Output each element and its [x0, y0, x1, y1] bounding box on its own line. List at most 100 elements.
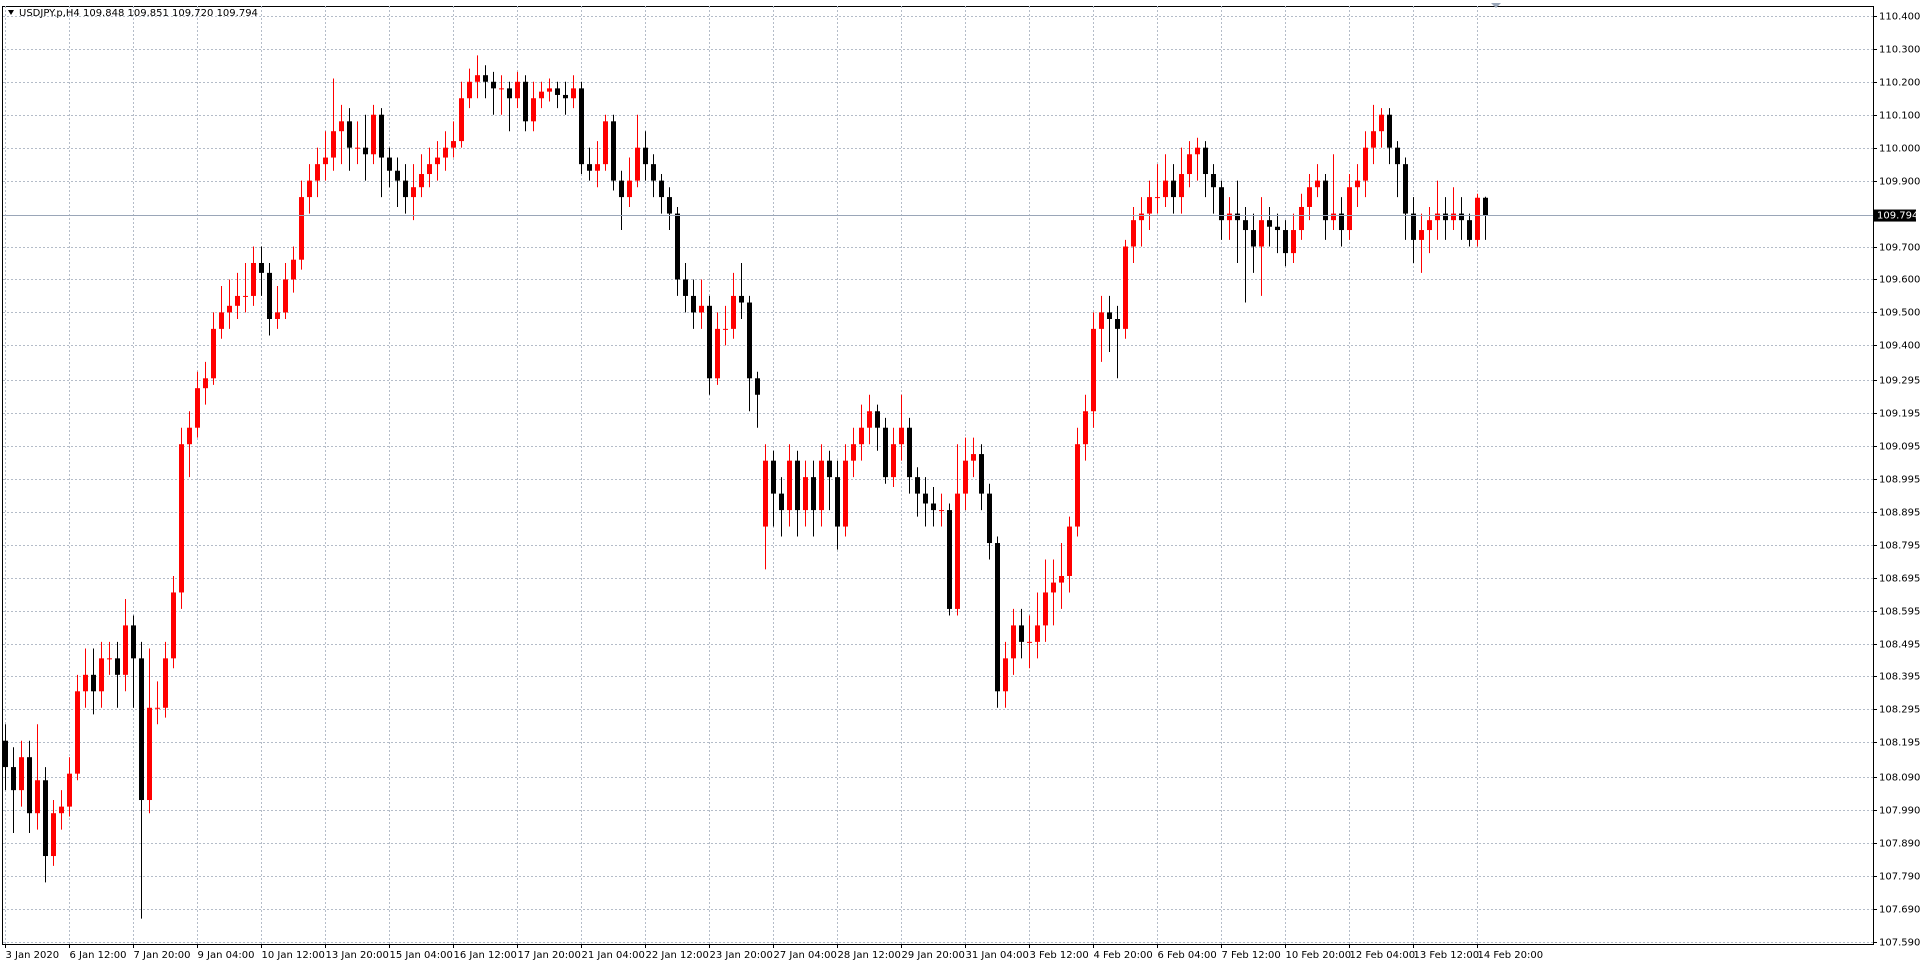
candle-body: [1451, 213, 1456, 221]
y-tick-label: 109.295: [1879, 376, 1920, 387]
candle-body: [531, 98, 536, 122]
candle-body: [931, 503, 936, 511]
candle-body: [203, 378, 208, 389]
candle-body: [1427, 220, 1432, 231]
candle-body: [963, 460, 968, 494]
candle-body: [187, 427, 192, 445]
candle-body: [291, 259, 296, 280]
candle-body: [1187, 154, 1192, 175]
y-tick-label: 108.595: [1879, 607, 1920, 618]
candle-body: [475, 75, 480, 82]
candle-body: [1211, 174, 1216, 188]
candle-body: [1259, 220, 1264, 247]
y-tick-label: 109.095: [1879, 442, 1920, 453]
candle-body: [643, 147, 648, 165]
y-tick-label: 110.400: [1879, 12, 1920, 23]
axes: 110.400 110.300 110.200 110.100 110.000 109.9…: [5, 12, 1920, 961]
y-tick-label: 109.900: [1879, 177, 1920, 188]
candle-body: [1299, 206, 1304, 231]
candle-body: [1347, 187, 1352, 231]
candle-body: [1323, 180, 1328, 221]
candle-body: [443, 147, 448, 158]
candle-body: [1459, 213, 1464, 221]
candle-body: [1467, 220, 1472, 240]
candle-body: [811, 477, 816, 511]
x-tick-label: 10 Feb 20:00: [1286, 950, 1352, 961]
candle-body: [1371, 131, 1376, 148]
x-tick-label: 6 Jan 12:00: [70, 950, 127, 961]
candle-body: [891, 444, 896, 478]
candle-body: [483, 75, 488, 82]
candle-body: [267, 272, 272, 319]
candle-body: [67, 773, 72, 807]
candle-body: [59, 806, 64, 814]
candle-body: [1179, 174, 1184, 198]
candles: [3, 55, 1873, 919]
candle-body: [427, 164, 432, 175]
candle-body: [1051, 582, 1056, 593]
y-tick-label: 108.795: [1879, 541, 1920, 552]
candle-body: [611, 121, 616, 181]
candle-body: [179, 444, 184, 593]
candle-body: [1075, 444, 1080, 527]
candle-body: [1379, 114, 1384, 132]
candle-body: [987, 493, 992, 544]
candle-body: [1027, 641, 1032, 643]
candle-body: [947, 510, 952, 609]
candle-body: [1099, 312, 1104, 329]
candle-body: [595, 164, 600, 171]
candle-body: [171, 592, 176, 659]
candle-body: [587, 164, 592, 171]
candle-body: [323, 157, 328, 165]
candle-body: [915, 477, 920, 494]
x-tick-label: 6 Feb 04:00: [1158, 950, 1217, 961]
price-label-box: [1874, 209, 1916, 222]
candle-body: [355, 147, 360, 149]
candle-body: [1411, 213, 1416, 240]
candle-body: [819, 460, 824, 511]
candle-body: [1339, 213, 1344, 231]
y-tick-label: 108.090: [1879, 773, 1920, 784]
candle-body: [707, 305, 712, 379]
candle-body: [1355, 180, 1360, 188]
candle-body: [195, 388, 200, 428]
menu-arrow[interactable]: [8, 10, 14, 15]
candle-body: [387, 157, 392, 171]
y-tick-label: 107.890: [1879, 839, 1920, 850]
candle-body: [683, 279, 688, 296]
candle-body: [955, 493, 960, 609]
candle-body: [1011, 625, 1016, 659]
candle-body: [563, 94, 568, 99]
y-tick-label: 107.990: [1879, 806, 1920, 817]
candle-body: [651, 164, 656, 181]
x-tick-label: 4 Feb 20:00: [1094, 950, 1153, 961]
candle-body: [35, 780, 40, 814]
candle-body: [363, 147, 368, 155]
y-tick-label: 108.395: [1879, 672, 1920, 683]
candle-body: [283, 279, 288, 313]
x-tick-label: 15 Jan 04:00: [390, 950, 453, 961]
candle-body: [875, 411, 880, 428]
x-tick-label: 31 Jan 04:00: [966, 950, 1029, 961]
y-tick-label: 110.200: [1879, 78, 1920, 89]
x-tick-label: 10 Jan 12:00: [262, 950, 325, 961]
candle-body: [491, 81, 496, 89]
candle-body: [1131, 220, 1136, 247]
candle-body: [659, 180, 664, 198]
candle-body: [803, 477, 808, 511]
plot-frame: [2, 6, 1874, 945]
candle-body: [3, 740, 8, 768]
candle-body: [75, 691, 80, 774]
candle-body: [259, 262, 264, 273]
candle-body: [571, 88, 576, 99]
x-tick-label: 21 Jan 04:00: [582, 950, 645, 961]
candle-body: [1091, 328, 1096, 412]
candle-body: [1315, 180, 1320, 188]
candle-body: [691, 295, 696, 313]
x-tick-label: 28 Jan 12:00: [838, 950, 901, 961]
x-tick-label: 23 Jan 20:00: [710, 950, 773, 961]
candle-body: [1419, 230, 1424, 240]
candle-body: [1243, 220, 1248, 231]
candle-body: [27, 757, 32, 814]
